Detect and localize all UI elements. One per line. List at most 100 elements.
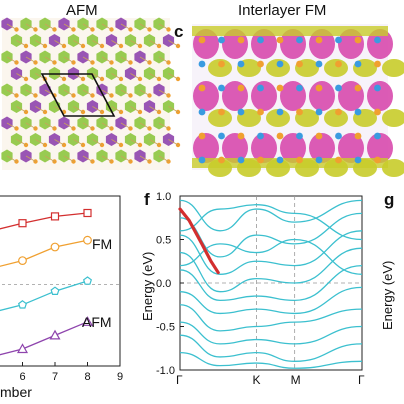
bond — [111, 40, 122, 47]
bond — [82, 56, 93, 63]
bond — [6, 122, 17, 129]
slab-atom — [276, 132, 284, 140]
ligand-atom — [166, 93, 171, 98]
bond — [54, 73, 65, 80]
bond — [92, 106, 103, 113]
series-line — [22, 321, 88, 350]
metal-atom-hexagon — [10, 100, 23, 113]
bond — [54, 139, 65, 146]
bond — [35, 40, 46, 47]
ligand-atom — [52, 60, 57, 65]
metal-atom-hexagon — [96, 83, 108, 97]
charge-lobe-olive — [324, 159, 348, 177]
ligand-atom — [128, 60, 133, 65]
ligand-atom — [156, 109, 162, 115]
bond — [158, 122, 169, 129]
slab-atom — [237, 84, 245, 92]
metal-atom-hexagon — [115, 149, 127, 163]
y-axis-label-f: Energy (eV) — [140, 252, 155, 321]
bond — [168, 139, 179, 146]
plot-frame-f — [179, 195, 363, 371]
unit-cell-rhombus — [40, 73, 116, 117]
metal-atom-hexagon — [20, 17, 32, 31]
metal-atom-hexagon — [77, 116, 89, 130]
slab-atom — [218, 108, 225, 116]
bond — [82, 89, 93, 96]
bond — [92, 73, 103, 80]
band-curve — [179, 238, 363, 275]
ligand-atom — [99, 109, 105, 115]
charge-lobe-olive — [382, 109, 404, 127]
ligand-atom — [137, 109, 143, 115]
afm-annotation: AFM — [82, 314, 112, 330]
bond — [130, 40, 141, 47]
slab-atom — [354, 132, 362, 140]
charge-lobe-magenta — [280, 29, 306, 59]
slab-atom — [198, 132, 206, 140]
slab-atom — [374, 60, 381, 68]
charge-lobe-magenta — [193, 133, 219, 163]
panel-c-letter: c — [174, 22, 184, 41]
bond — [120, 122, 131, 129]
slab-atom — [335, 132, 342, 140]
slab-atom — [257, 108, 264, 116]
ligand-atom — [33, 60, 38, 65]
ligand-atom — [71, 159, 76, 164]
bond — [6, 155, 17, 162]
data-point-square — [18, 219, 27, 228]
bond — [149, 106, 160, 113]
charge-lobe-magenta — [367, 81, 393, 111]
slab-atom — [237, 156, 245, 164]
charge-lobe-magenta — [251, 29, 277, 59]
ligand-atom — [128, 126, 133, 131]
slab-atom — [237, 108, 245, 116]
bond — [139, 23, 150, 30]
bond — [25, 122, 36, 129]
fm-annotation: FM — [92, 236, 113, 252]
bond — [139, 155, 150, 162]
metal-atom-hexagon — [124, 67, 137, 80]
ligand-atom — [99, 142, 105, 148]
slab-atom — [257, 132, 264, 140]
metal-atom-hexagon — [124, 100, 137, 113]
metal-atom-hexagon — [67, 34, 80, 47]
bond — [35, 106, 46, 113]
bond — [25, 23, 36, 30]
slab-atom — [218, 60, 225, 68]
ligand-atom — [175, 142, 181, 148]
charge-lobe-olive — [266, 59, 290, 77]
highlighted-band — [178, 207, 220, 275]
k-point-label: K — [252, 373, 260, 387]
e-xlabel: mber — [0, 384, 32, 400]
metal-atom-hexagon — [39, 50, 51, 64]
data-point-pentagon — [50, 286, 60, 295]
metal-atom-hexagon — [162, 133, 175, 146]
metal-atom-hexagon — [58, 17, 70, 31]
metal-atom-hexagon — [134, 83, 146, 97]
charge-lobe-olive — [266, 109, 290, 127]
ligand-atom — [137, 43, 143, 49]
bond — [130, 139, 141, 146]
panel-g-ylabel: Energy (eV) — [380, 261, 395, 330]
metal-atom-hexagon — [115, 17, 127, 31]
metal-atom-hexagon — [77, 149, 89, 163]
ligand-atom — [23, 142, 29, 148]
bond — [92, 40, 103, 47]
charge-lobe-magenta — [309, 81, 335, 111]
ligand-atom — [23, 109, 29, 115]
slab-atom — [374, 108, 381, 116]
metal-atom-hexagon — [153, 17, 165, 31]
charge-lobe-olive — [324, 109, 348, 127]
charge-lobe-magenta — [280, 133, 306, 163]
metal-atom-hexagon — [39, 83, 51, 97]
slab-atom — [335, 36, 342, 44]
ligand-atom — [23, 43, 29, 49]
ligand-atom — [14, 93, 19, 98]
bond — [120, 23, 131, 30]
series-line — [22, 280, 88, 306]
charge-lobe-olive — [353, 59, 377, 77]
slab-atom — [237, 60, 245, 68]
x-tick-label-e: 8 — [85, 371, 91, 383]
ligand-atom — [14, 60, 19, 65]
